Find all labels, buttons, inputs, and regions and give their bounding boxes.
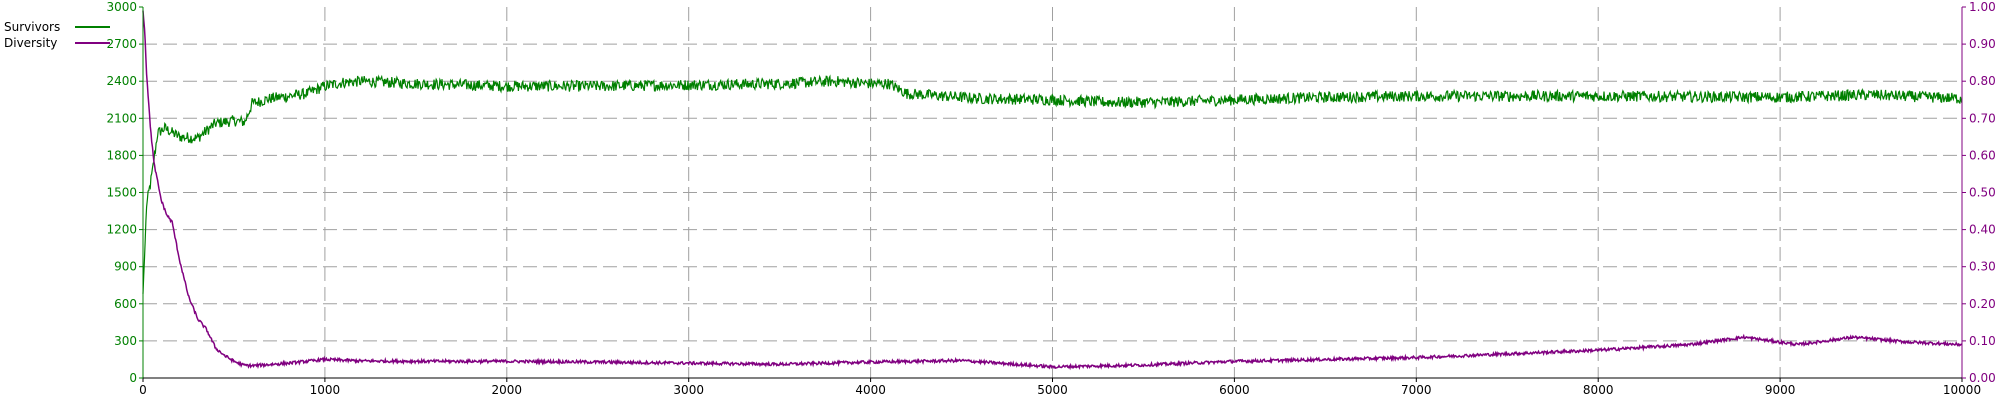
- series-lines: [142, 10, 1963, 371]
- y-left-tick-label: 0: [129, 371, 137, 385]
- axes: 0 1000 2000 3000 4000 5000 6000 7000 8000 9000 100…: [106, 0, 1995, 397]
- y-left-tick-label: 2100: [106, 111, 137, 125]
- x-tick-label: 9000: [1765, 383, 1796, 397]
- series-line-diversity: [142, 10, 1963, 371]
- y-right-tick-label: 0.20: [1969, 297, 1996, 311]
- x-tick-label: 7000: [1401, 383, 1432, 397]
- x-tick-label: 6000: [1219, 383, 1250, 397]
- legend-label-survivors: Survivors: [4, 20, 60, 34]
- x-tick-label: 8000: [1583, 383, 1614, 397]
- series-line-survivors: [142, 74, 1963, 294]
- grid-lines: [143, 7, 1962, 378]
- x-tick-label: 10000: [1943, 383, 1981, 397]
- y-right-tick-label: 0.00: [1969, 371, 1996, 385]
- x-tick-label: 5000: [1037, 383, 1068, 397]
- y-right-tick-label: 0.90: [1969, 37, 1996, 51]
- x-tick-label: 4000: [855, 383, 886, 397]
- y-left-tick-label: 300: [114, 334, 137, 348]
- y-right-tick-label: 0.70: [1969, 111, 1996, 125]
- y-left-tick-label: 2700: [106, 37, 137, 51]
- y-right-tick-label: 0.80: [1969, 74, 1996, 88]
- y-right-tick-label: 0.10: [1969, 334, 1996, 348]
- y-left-tick-label: 3000: [106, 0, 137, 14]
- x-tick-label: 3000: [673, 383, 704, 397]
- y-left-tick-label: 1500: [106, 186, 137, 200]
- y-left-tick-label: 2400: [106, 74, 137, 88]
- y-right-tick-label: 0.50: [1969, 186, 1996, 200]
- y-right-tick-label: 1.00: [1969, 0, 1996, 14]
- y-left-tick-label: 1200: [106, 223, 137, 237]
- y-right-tick-label: 0.30: [1969, 260, 1996, 274]
- y-right-tick-label: 0.40: [1969, 223, 1996, 237]
- y-left-tick-label: 900: [114, 260, 137, 274]
- y-left-tick-label: 1800: [106, 148, 137, 162]
- y-right-tick-label: 0.60: [1969, 148, 1996, 162]
- legend: Survivors Diversity: [4, 20, 110, 50]
- x-tick-label: 2000: [492, 383, 523, 397]
- x-tick-label: 0: [139, 383, 147, 397]
- x-tick-label: 1000: [310, 383, 341, 397]
- y-left-tick-label: 600: [114, 297, 137, 311]
- legend-label-diversity: Diversity: [4, 36, 57, 50]
